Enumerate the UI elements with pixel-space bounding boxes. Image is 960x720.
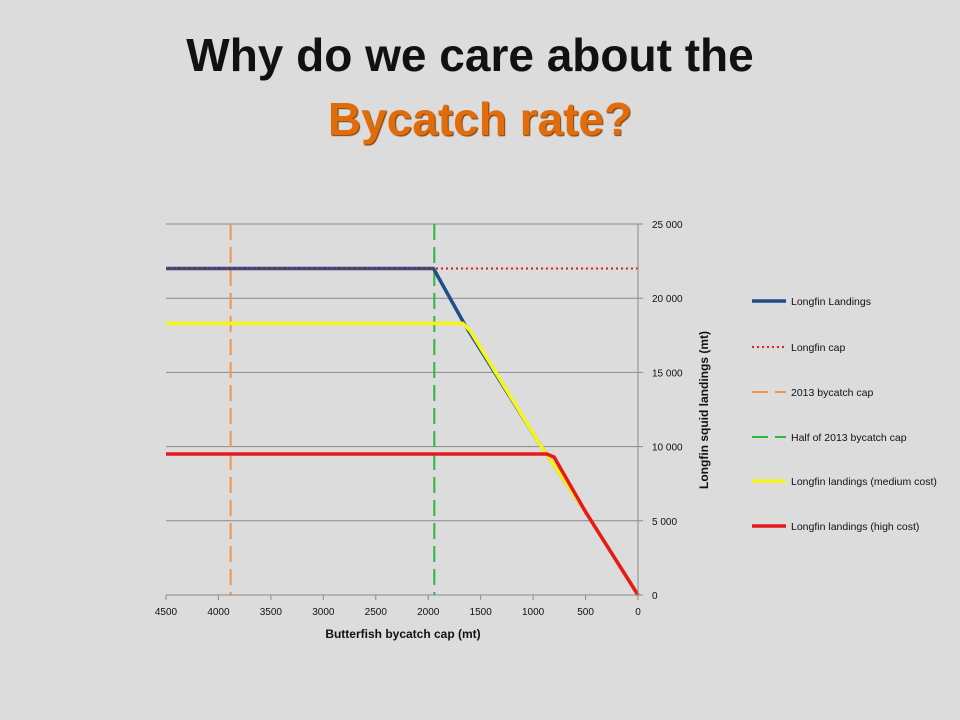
y-tick-label: 15 000 (652, 368, 683, 379)
x-tick-labels: 4500 4000 3500 3000 2500 2000 1500 1000 500 0 (155, 607, 641, 618)
series-longfin-landings-medium-cost (166, 321, 640, 596)
series-longfin-landings-high-cost (166, 452, 640, 596)
x-axis-title: Butterfish bycatch cap (mt) (325, 627, 480, 641)
legend-label-half-of-2013-bycatch-cap: Half of 2013 bycatch cap (791, 432, 907, 444)
x-tick-label: 0 (635, 607, 641, 618)
series-longfin-landings (166, 266, 640, 596)
legend-label-longfin-cap: Longfin cap (791, 342, 845, 354)
x-tick-label: 1500 (470, 607, 493, 618)
y-tick-label: 20 000 (652, 294, 683, 305)
slide-title: Why do we care about the (186, 29, 754, 81)
x-tick-label: 3000 (312, 607, 335, 618)
y-tick-label: 25 000 (652, 220, 683, 231)
y-tick-label: 5 000 (652, 517, 677, 528)
x-tick-label: 4000 (207, 607, 230, 618)
x-tick-label: 500 (577, 607, 594, 618)
chart-series (166, 224, 640, 596)
x-tick-label: 2500 (365, 607, 388, 618)
x-tick-label: 3500 (260, 607, 283, 618)
legend-label-longfin-landings: Longfin Landings (791, 296, 871, 308)
chart-legend: Longfin Landings Longfin cap 2013 bycatch … (752, 296, 937, 533)
x-tick-label: 1000 (522, 607, 545, 618)
y-axis-title: Longfin squid landings (mt) (697, 331, 711, 489)
slide-title-highlight: Bycatch rate? (327, 93, 633, 145)
chart-axes (165, 223, 643, 600)
y-tick-labels: 0 5 000 10 000 15 000 20 000 25 000 (652, 220, 683, 602)
y-tick-label: 0 (652, 591, 658, 602)
legend-label-longfin-landings-high-cost: Longfin landings (high cost) (791, 521, 919, 533)
y-tick-label: 10 000 (652, 443, 683, 454)
gridlines (166, 223, 638, 596)
legend-label-2013-bycatch-cap: 2013 bycatch cap (791, 387, 873, 399)
legend-label-longfin-landings-medium-cost: Longfin landings (medium cost) (791, 476, 937, 488)
x-tick-label: 4500 (155, 607, 178, 618)
x-tick-label: 2000 (417, 607, 440, 618)
